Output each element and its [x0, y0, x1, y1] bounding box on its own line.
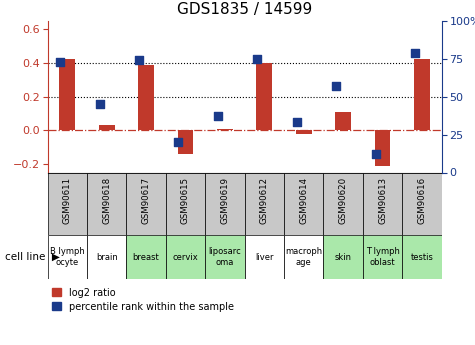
Text: skin: skin — [335, 253, 352, 262]
Bar — [375, 130, 390, 166]
Text: T lymph
oblast: T lymph oblast — [366, 247, 399, 267]
Point — [57, 59, 64, 65]
Text: GSM90613: GSM90613 — [378, 177, 387, 224]
Text: GSM90614: GSM90614 — [299, 177, 308, 224]
Bar — [335, 112, 351, 130]
Text: GSM90611: GSM90611 — [63, 177, 72, 224]
Text: B lymph
ocyte: B lymph ocyte — [50, 247, 85, 267]
Point — [175, 139, 182, 145]
Bar — [363, 235, 402, 279]
Point — [293, 120, 301, 125]
Bar — [245, 235, 284, 279]
Bar — [48, 172, 87, 235]
Bar — [363, 172, 402, 235]
Text: GSM90616: GSM90616 — [418, 177, 427, 224]
Text: cervix: cervix — [172, 253, 199, 262]
Bar — [205, 235, 245, 279]
Point — [254, 56, 261, 61]
Bar — [296, 130, 312, 134]
Text: liver: liver — [255, 253, 274, 262]
Point — [411, 50, 419, 55]
Point — [135, 57, 143, 63]
Bar — [205, 172, 245, 235]
Bar — [87, 172, 126, 235]
Bar — [245, 172, 284, 235]
Bar — [284, 235, 323, 279]
Bar — [402, 172, 442, 235]
Point — [214, 114, 222, 119]
Text: testis: testis — [410, 253, 434, 262]
Point — [372, 151, 380, 157]
Text: GSM90618: GSM90618 — [102, 177, 111, 224]
Text: breast: breast — [133, 253, 160, 262]
Bar — [402, 235, 442, 279]
Bar — [323, 172, 363, 235]
Point — [332, 83, 340, 89]
Bar — [126, 235, 166, 279]
Bar — [166, 172, 205, 235]
Text: macroph
age: macroph age — [285, 247, 323, 267]
Bar — [256, 63, 272, 130]
Text: GSM90620: GSM90620 — [339, 177, 348, 224]
Title: GDS1835 / 14599: GDS1835 / 14599 — [177, 2, 312, 17]
Text: GSM90612: GSM90612 — [260, 177, 269, 224]
Text: GSM90615: GSM90615 — [181, 177, 190, 224]
Bar — [178, 130, 193, 154]
Bar — [59, 59, 75, 130]
Bar — [87, 235, 126, 279]
Bar — [166, 235, 205, 279]
Bar — [414, 59, 430, 130]
Bar — [99, 125, 114, 130]
Bar — [138, 65, 154, 130]
Text: liposarc
oma: liposarc oma — [209, 247, 241, 267]
Bar — [48, 235, 87, 279]
Bar — [126, 172, 166, 235]
Bar — [323, 235, 363, 279]
Bar — [284, 172, 323, 235]
Text: cell line  ▶: cell line ▶ — [5, 252, 60, 262]
Bar — [217, 129, 233, 130]
Text: brain: brain — [96, 253, 117, 262]
Text: GSM90619: GSM90619 — [220, 177, 229, 224]
Text: GSM90617: GSM90617 — [142, 177, 151, 224]
Legend: log2 ratio, percentile rank within the sample: log2 ratio, percentile rank within the s… — [52, 288, 234, 312]
Point — [96, 101, 104, 107]
